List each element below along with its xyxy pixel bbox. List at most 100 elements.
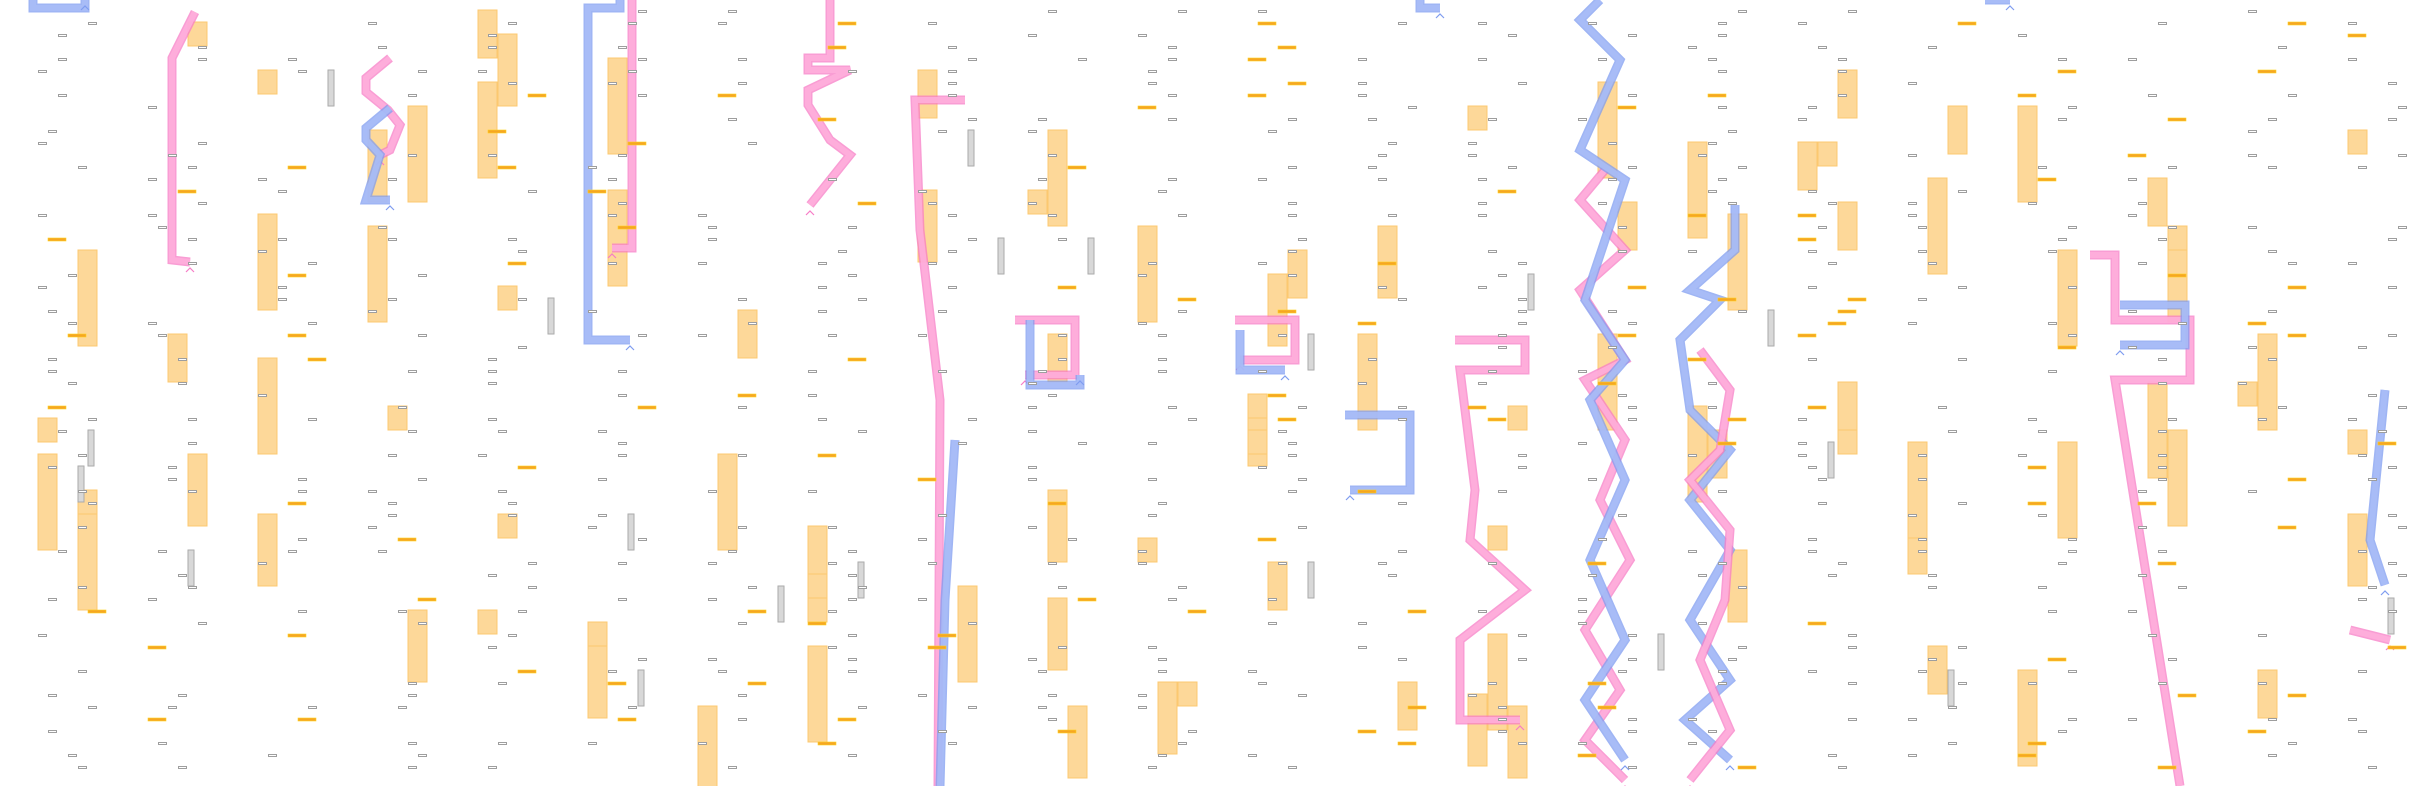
platform-icon bbox=[1928, 658, 1937, 661]
block-icon bbox=[2057, 249, 2078, 347]
platform-icon bbox=[78, 490, 87, 493]
gold-bar-icon bbox=[397, 537, 417, 542]
platform-icon bbox=[1028, 526, 1037, 529]
platform-icon bbox=[2068, 670, 2077, 673]
platform-icon bbox=[2248, 130, 2257, 133]
platform-icon bbox=[518, 250, 527, 253]
pillar-icon bbox=[547, 297, 555, 335]
platform-icon bbox=[2358, 550, 2367, 553]
platform-icon bbox=[848, 574, 857, 577]
platform-icon bbox=[2038, 586, 2047, 589]
platform-icon bbox=[1928, 574, 1937, 577]
platform-icon bbox=[1958, 358, 1967, 361]
platform-icon bbox=[1048, 214, 1057, 217]
platform-icon bbox=[78, 166, 87, 169]
platform-icon bbox=[1828, 574, 1837, 577]
platform-icon bbox=[698, 334, 707, 337]
gold-bar-icon bbox=[1277, 417, 1297, 422]
platform-icon bbox=[1928, 586, 1937, 589]
platform-icon bbox=[1068, 538, 1077, 541]
block-icon bbox=[1247, 429, 1268, 455]
gold-bar-icon bbox=[857, 201, 877, 206]
platform-icon bbox=[1918, 454, 1927, 457]
platform-icon bbox=[838, 250, 847, 253]
platform-icon bbox=[2388, 466, 2397, 469]
gold-bar-icon bbox=[2347, 33, 2367, 38]
platform-icon bbox=[1178, 742, 1187, 745]
platform-icon bbox=[48, 598, 57, 601]
platform-icon bbox=[2238, 382, 2247, 385]
platform-icon bbox=[2058, 58, 2067, 61]
platform-icon bbox=[588, 166, 597, 169]
platform-icon bbox=[708, 562, 717, 565]
gold-bar-icon bbox=[607, 681, 627, 686]
pillar-icon bbox=[1527, 273, 1535, 311]
platform-icon bbox=[1258, 178, 1267, 181]
platform-icon bbox=[938, 310, 947, 313]
platform-icon bbox=[178, 766, 187, 769]
platform-icon bbox=[598, 478, 607, 481]
platform-icon bbox=[168, 478, 177, 481]
platform-icon bbox=[1288, 118, 1297, 121]
block-icon bbox=[1067, 705, 1088, 779]
platform-icon bbox=[738, 622, 747, 625]
platform-icon bbox=[408, 370, 417, 373]
platform-icon bbox=[1798, 22, 1807, 25]
gold-bar-icon bbox=[2287, 333, 2307, 338]
platform-icon bbox=[1058, 238, 1067, 241]
platform-icon bbox=[258, 178, 267, 181]
gold-bar-icon bbox=[617, 717, 637, 722]
block-icon bbox=[367, 225, 388, 323]
platform-icon bbox=[608, 670, 617, 673]
platform-icon bbox=[58, 430, 67, 433]
platform-icon bbox=[1918, 478, 1927, 481]
block-icon bbox=[1797, 141, 1818, 191]
platform-icon bbox=[148, 106, 157, 109]
platform-icon bbox=[2138, 574, 2147, 577]
platform-icon bbox=[618, 370, 627, 373]
platform-icon bbox=[78, 454, 87, 457]
platform-icon bbox=[1828, 262, 1837, 265]
platform-icon bbox=[2248, 226, 2257, 229]
platform-icon bbox=[1848, 646, 1857, 649]
platform-icon bbox=[1288, 202, 1297, 205]
platform-icon bbox=[1578, 610, 1587, 613]
platform-icon bbox=[1378, 562, 1387, 565]
platform-icon bbox=[1598, 202, 1607, 205]
platform-icon bbox=[828, 526, 837, 529]
platform-icon bbox=[168, 466, 177, 469]
platform-icon bbox=[2348, 262, 2357, 265]
gold-bar-icon bbox=[507, 261, 527, 266]
platform-icon bbox=[618, 442, 627, 445]
platform-icon bbox=[1948, 742, 1957, 745]
platform-icon bbox=[1908, 202, 1917, 205]
platform-icon bbox=[388, 514, 397, 517]
gold-bar-icon bbox=[1407, 609, 1427, 614]
platform-icon bbox=[488, 358, 497, 361]
platform-icon bbox=[268, 754, 277, 757]
blue-path bbox=[1575, 0, 1629, 762]
platform-icon bbox=[1608, 178, 1617, 181]
block-icon bbox=[587, 621, 608, 647]
platform-icon bbox=[488, 370, 497, 373]
block-icon bbox=[477, 609, 498, 635]
platform-icon bbox=[2058, 118, 2067, 121]
platform-icon bbox=[968, 118, 977, 121]
pink-path bbox=[1685, 348, 1734, 782]
pink-path bbox=[1015, 317, 1078, 378]
platform-icon bbox=[278, 190, 287, 193]
platform-icon bbox=[2048, 250, 2057, 253]
platform-icon bbox=[2158, 550, 2167, 553]
gold-bar-icon bbox=[1267, 393, 1287, 398]
platform-icon bbox=[2158, 682, 2167, 685]
platform-icon bbox=[1168, 58, 1177, 61]
platform-icon bbox=[1838, 562, 1847, 565]
gold-bar-icon bbox=[1177, 297, 1197, 302]
gold-bar-icon bbox=[2037, 177, 2057, 182]
pillar-icon bbox=[327, 69, 335, 107]
platform-icon bbox=[1948, 706, 1957, 709]
platform-icon bbox=[698, 262, 707, 265]
platform-icon bbox=[388, 178, 397, 181]
block-icon bbox=[387, 405, 408, 431]
platform-icon bbox=[1618, 670, 1627, 673]
